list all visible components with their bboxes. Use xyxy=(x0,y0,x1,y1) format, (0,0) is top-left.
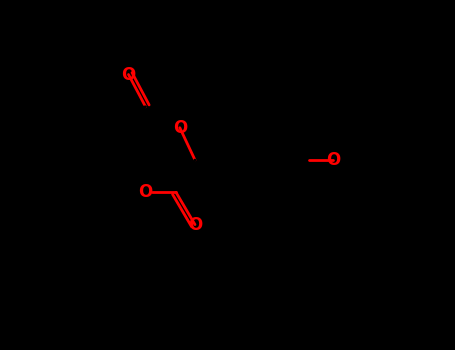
Text: O: O xyxy=(121,65,136,84)
Text: O: O xyxy=(173,119,187,137)
Text: O: O xyxy=(138,183,153,201)
Text: O: O xyxy=(188,216,202,233)
Text: O: O xyxy=(326,151,340,169)
